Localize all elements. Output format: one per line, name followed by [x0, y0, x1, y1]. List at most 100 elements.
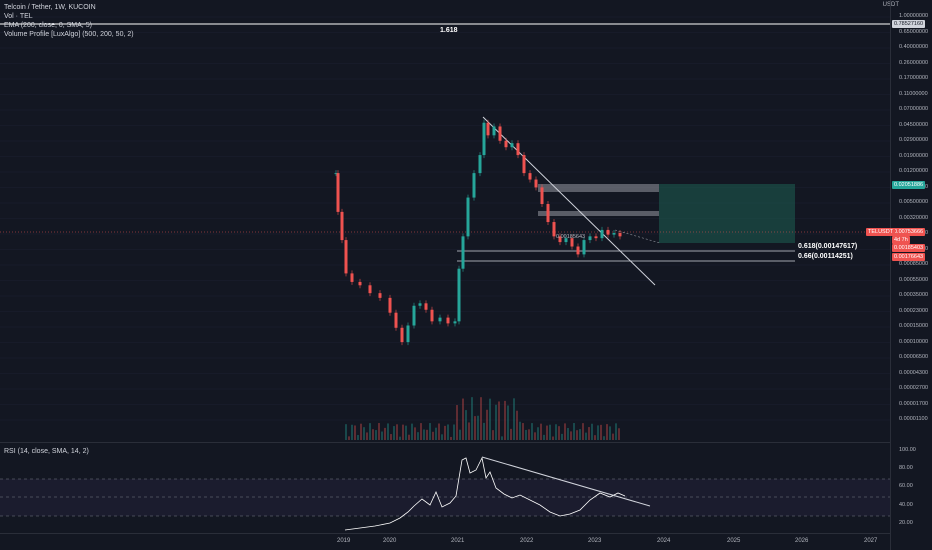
volume-bar [585, 432, 587, 440]
volume-bar [507, 405, 509, 440]
volume-bar [486, 409, 488, 440]
price-axis-tick: 0.01200000 [899, 168, 929, 174]
volume-bar [462, 398, 464, 440]
time-axis-tick: 2024 [657, 538, 671, 544]
time-axis-tick: 2023 [588, 538, 602, 544]
volume-bar [444, 425, 446, 440]
volume-bar [519, 421, 521, 440]
volume-bar [345, 424, 347, 440]
legend-symbol: Telcoin / Tether, 1W, KUCOIN [4, 4, 96, 11]
rsi-band [0, 479, 890, 516]
volume-bar [510, 428, 512, 440]
volume-bar [447, 424, 449, 440]
volume-bar [456, 405, 458, 440]
price-axis-tick: 0.00320000 [899, 214, 929, 221]
volume-bar [441, 434, 443, 440]
price-tag-current: 0.00753666 [892, 228, 926, 236]
volume-bar [498, 401, 500, 440]
volume-bar [402, 424, 404, 440]
time-axis-tick: 2027 [864, 538, 878, 544]
volume-bar [468, 422, 470, 440]
volume-bar [405, 425, 407, 440]
price-axis-tick: 0.00500000 [899, 199, 929, 205]
volume-bar [489, 398, 491, 440]
rsi-axis-tick: 80.00 [899, 465, 913, 471]
volume-bar [390, 434, 392, 440]
volume-bar [351, 424, 353, 440]
volume-bar [414, 427, 416, 440]
support-box [538, 211, 659, 216]
trendline-rsi [481, 456, 651, 507]
time-axis-tick: 2020 [383, 538, 397, 544]
volume-bar [606, 424, 608, 440]
volume-bar [384, 427, 386, 440]
volume-bar [561, 433, 563, 440]
price-axis-border [890, 0, 891, 550]
price-axis-tick: 0.40000000 [899, 44, 929, 50]
volume-bar [612, 433, 614, 440]
volume-bar [450, 436, 452, 440]
volume-bar [393, 426, 395, 440]
volume-bar [540, 423, 542, 440]
price-axis-tick: 0.17000000 [899, 75, 929, 81]
rsi-line [344, 456, 626, 531]
fib-main-label: 1.618 [440, 27, 458, 34]
volume-bar [408, 434, 410, 440]
price-axis-tick: 0.00085000 [899, 261, 929, 267]
volume-bar [411, 423, 413, 440]
volume-bar [423, 429, 425, 440]
volume-bar [549, 424, 551, 440]
price-axis-tick: 0.01900000 [899, 152, 929, 159]
legend-rsi: RSI (14, close, SMA, 14, 2) [4, 448, 89, 455]
rsi-axis-tick: 20.00 [899, 520, 913, 526]
price-axis-tick: 0.02900000 [899, 137, 929, 143]
trendline-price [482, 116, 656, 286]
volume-bar [546, 425, 548, 440]
volume-bar [531, 423, 533, 440]
fib-618-label: 0.618(0.00147617) [798, 243, 858, 250]
price-axis-tick: 0.07000000 [899, 106, 929, 112]
resistance-box [538, 184, 659, 192]
volume-bar [522, 423, 524, 440]
volume-bar [495, 404, 497, 440]
price-axis-tick: 1.00000000 [899, 13, 929, 19]
volume-bar [438, 423, 440, 440]
volume-bar [360, 423, 362, 440]
price-axis-tick: 0.00001700 [899, 400, 929, 407]
volume-bar [492, 430, 494, 440]
price-axis-tick: 0.11000000 [899, 90, 928, 97]
price-axis-tick: 0.00035000 [899, 292, 929, 298]
price-tag-gray2: 0.00176643 [892, 253, 926, 261]
volume-bar [570, 431, 572, 440]
volume-bar [474, 416, 476, 440]
volume-bar [534, 432, 536, 440]
volume-bar [597, 425, 599, 440]
target-zone [659, 184, 795, 243]
volume-bar [579, 429, 581, 440]
price-axis-tick: 0.00010000 [899, 338, 929, 345]
volume-bar [435, 427, 437, 440]
volume-bar [348, 436, 350, 440]
volume-bar [558, 426, 560, 440]
volume-bar [501, 436, 503, 440]
volume-bar [591, 423, 593, 440]
time-axis-tick: 2026 [795, 538, 809, 544]
fib-66-label: 0.66(0.00114251) [798, 253, 853, 260]
volume-bar [453, 424, 455, 440]
price-axis-tick: 0.04500000 [899, 121, 929, 128]
volume-bar [480, 397, 482, 440]
volume-bar [465, 410, 467, 440]
annotation-mid: 0.00185643 [556, 234, 586, 240]
price-axis-tick: 0.26000000 [899, 59, 929, 66]
price-axis-tick: 0.00002700 [899, 385, 929, 391]
price-tag-countdown: 4d 7h [892, 236, 910, 244]
volume-bar [369, 423, 371, 440]
volume-bar [426, 429, 428, 440]
time-axis-tick: 2022 [520, 538, 534, 544]
volume-bar [594, 435, 596, 440]
pane-separator[interactable] [0, 442, 890, 443]
volume-bar [378, 423, 380, 440]
price-axis-tick: 0.00006500 [899, 354, 929, 360]
